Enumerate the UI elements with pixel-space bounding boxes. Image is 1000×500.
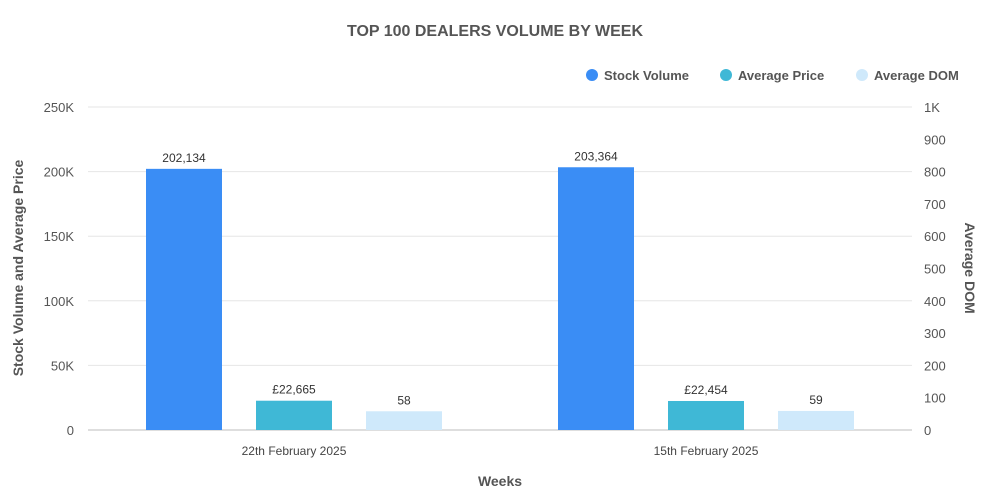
y-tick-left: 100K [44,294,75,309]
data-labels: 202,134 £22,665 58 203,364 £22,454 59 [162,149,823,407]
bar-average-dom [366,411,442,430]
y-tick-right: 300 [924,326,946,341]
y-tick-right: 500 [924,262,946,277]
bar-average-dom [778,410,854,430]
bar-stock-volume [558,167,634,430]
y-tick-right: 600 [924,229,946,244]
y-tick-right: 0 [924,423,931,438]
legend-swatch-stock-volume [586,69,598,81]
category-labels: 22th February 2025 15th February 2025 [242,444,759,458]
y-tick-right: 900 [924,132,946,147]
gridlines [88,106,912,431]
y-tick-right: 200 [924,358,946,373]
right-axis-ticks: 0 100 200 300 400 500 600 700 800 900 1K [924,100,946,438]
y-tick-right: 800 [924,165,946,180]
y-tick-left: 0 [67,423,74,438]
y-tick-left: 150K [44,229,75,244]
y-axis-title-right: Average DOM [962,222,978,313]
category-label: 15th February 2025 [654,444,759,458]
y-tick-left: 200K [44,165,75,180]
data-label-average-price: £22,665 [272,383,316,397]
chart-title: TOP 100 DEALERS VOLUME BY WEEK [347,23,644,40]
x-axis-title: Weeks [478,473,522,489]
y-tick-right: 700 [924,197,946,212]
data-label-stock-volume: 203,364 [574,149,618,163]
bar-stock-volume [146,168,222,430]
legend-swatch-average-price [720,69,732,81]
bar-average-price [256,400,332,430]
bars [146,167,854,430]
left-axis-ticks: 0 50K 100K 150K 200K 250K [44,100,75,438]
data-label-stock-volume: 202,134 [162,151,206,165]
data-label-average-price: £22,454 [684,383,728,397]
category-label: 22th February 2025 [242,444,347,458]
bar-average-price [668,400,744,430]
y-tick-left: 250K [44,100,75,115]
legend: Stock Volume Average Price Average DOM [586,68,959,83]
data-label-average-dom: 58 [397,393,411,407]
y-axis-title-left: Stock Volume and Average Price [10,160,26,377]
y-tick-right: 400 [924,294,946,309]
legend-label-average-price: Average Price [738,68,824,83]
legend-label-average-dom: Average DOM [874,68,959,83]
legend-swatch-average-dom [856,69,868,81]
legend-label-stock-volume: Stock Volume [604,68,689,83]
y-tick-right: 1K [924,100,940,115]
y-tick-left: 50K [51,358,74,373]
data-label-average-dom: 59 [809,393,823,407]
y-tick-right: 100 [924,391,946,406]
